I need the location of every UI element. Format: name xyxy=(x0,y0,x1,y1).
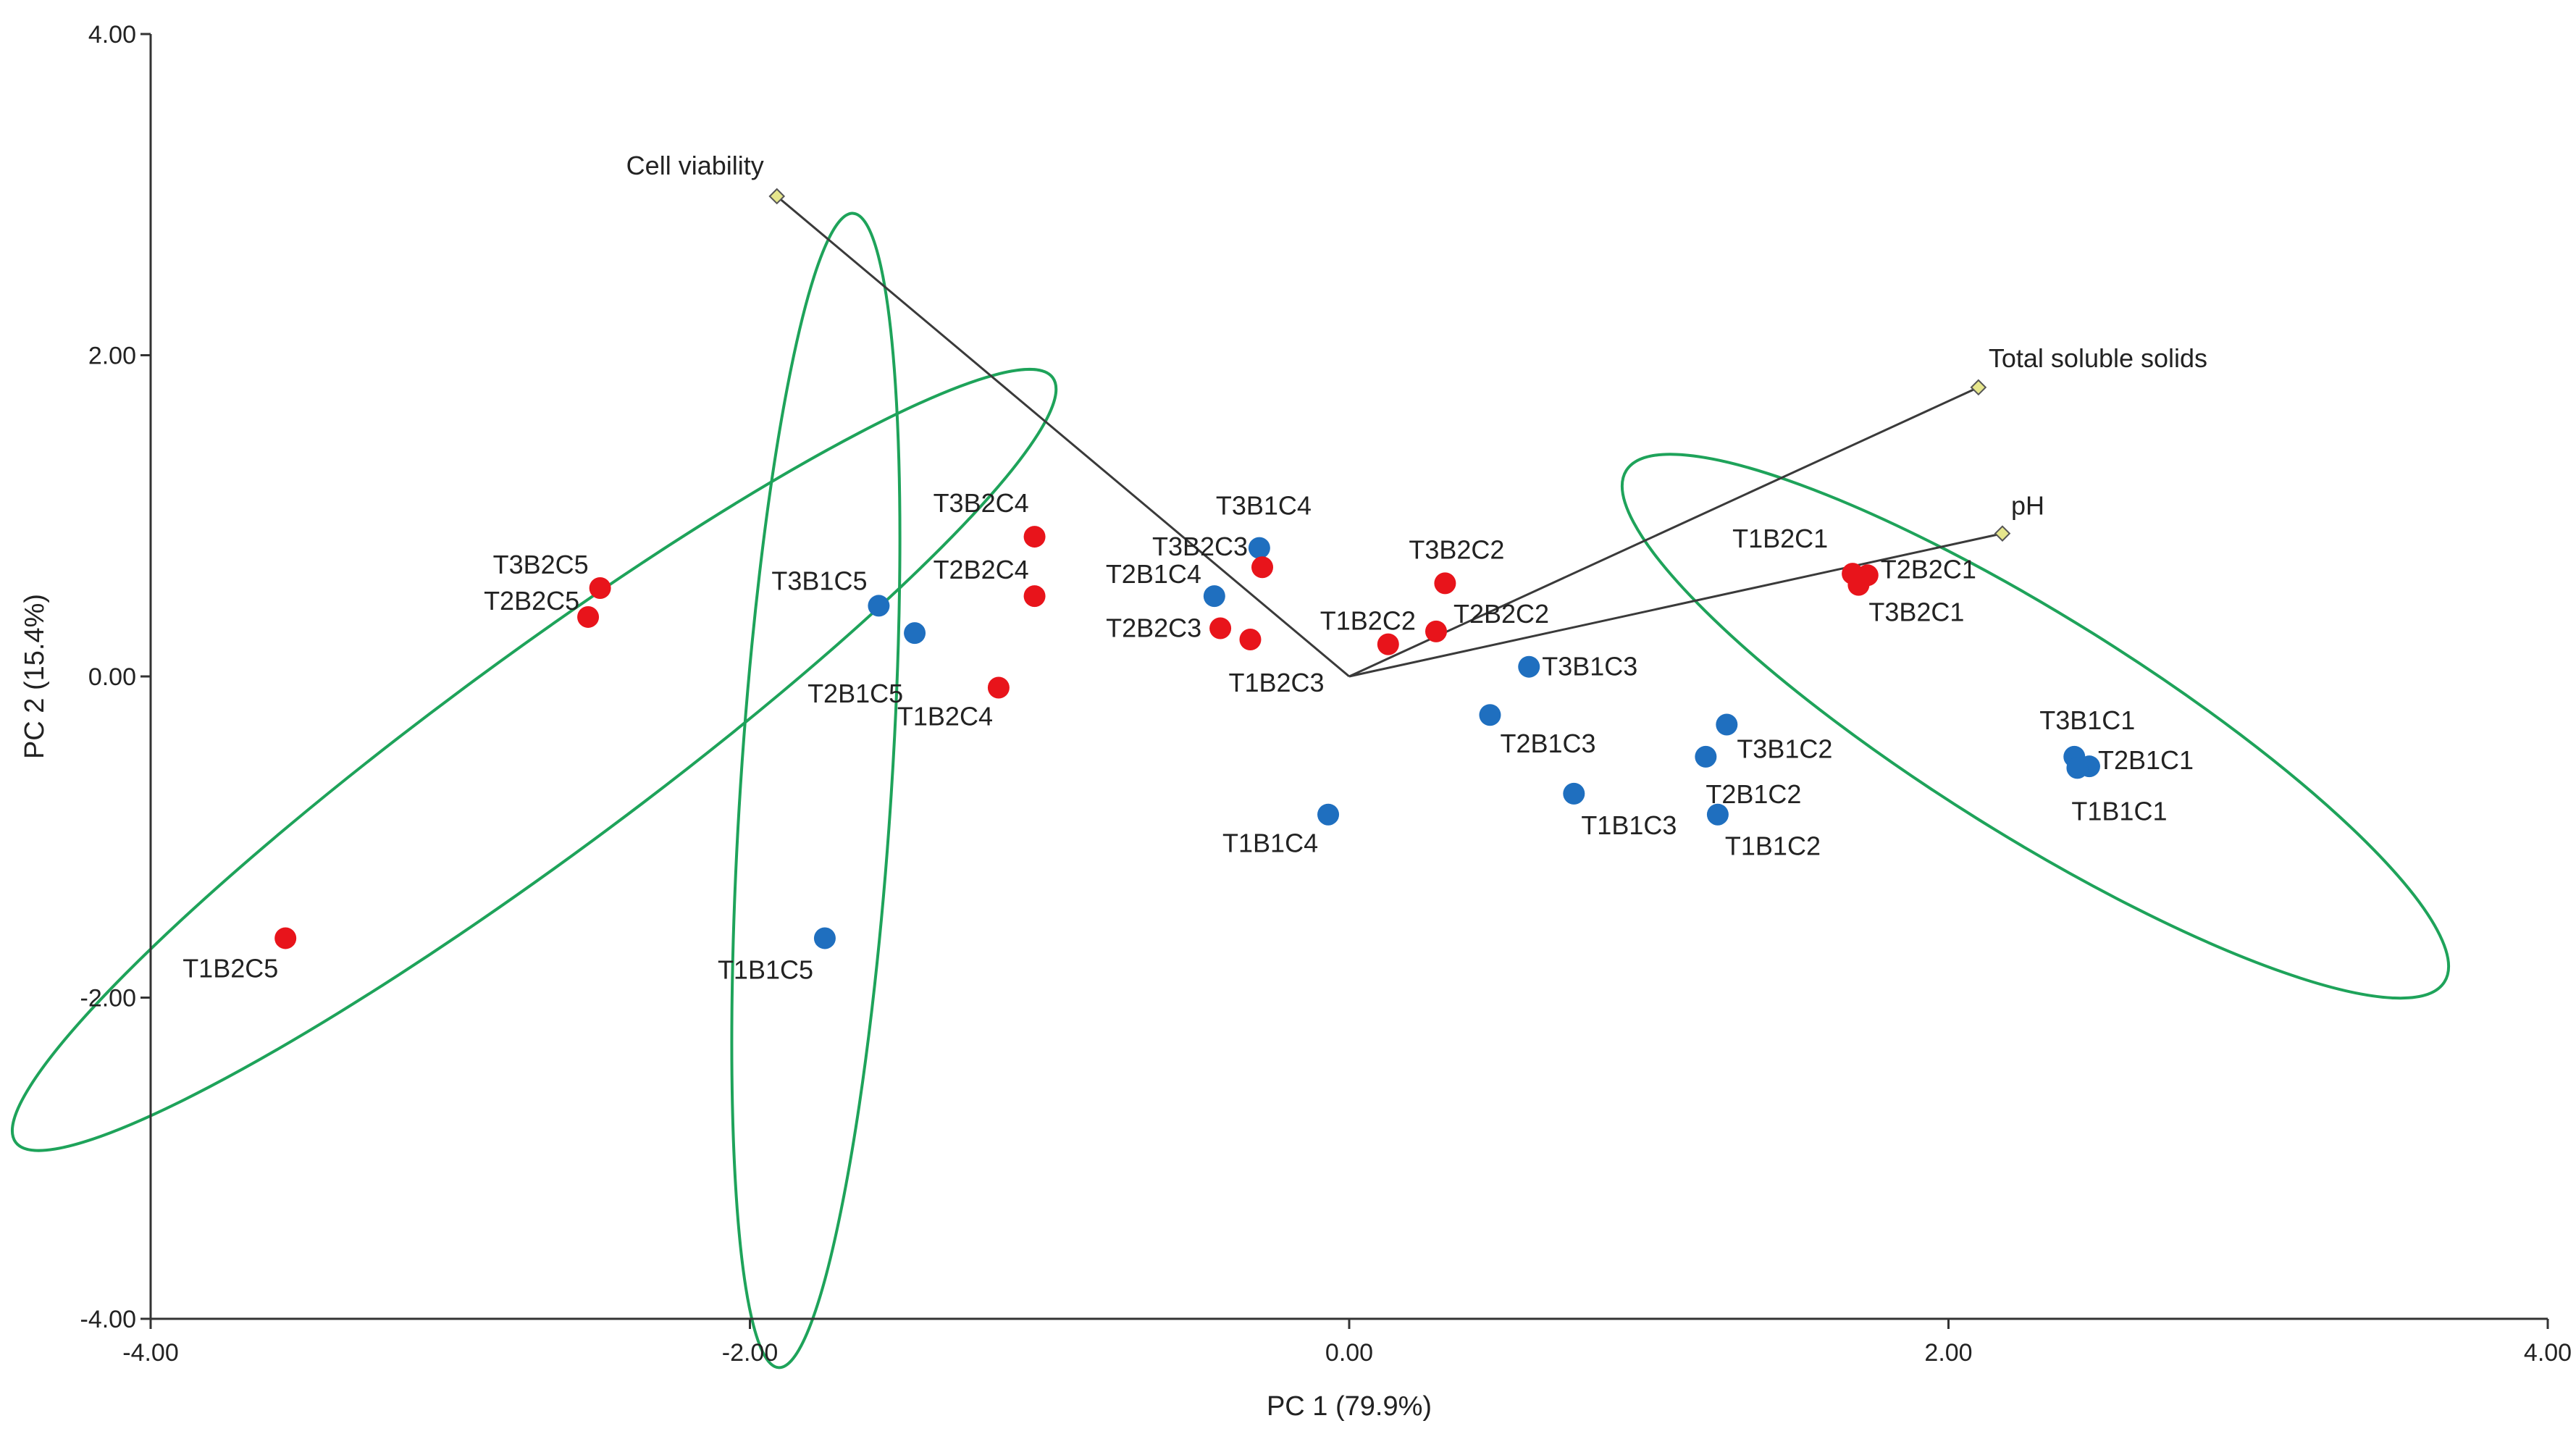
point-t2b1c5 xyxy=(904,622,926,645)
vector-tip-ph xyxy=(1994,525,2011,542)
point-label-t1b1c4: T1B1C4 xyxy=(1222,829,1318,858)
loading-vectors: Cell viability Total soluble solids pH xyxy=(626,151,2207,678)
point-t1b1c5 xyxy=(813,927,836,949)
point-t3b2c2 xyxy=(1434,572,1456,595)
point-label-t1b1c5: T1B1C5 xyxy=(718,955,813,984)
point-t1b2c4 xyxy=(987,676,1010,699)
group-ellipse-layer xyxy=(10,211,2451,1370)
vector-tip-cell-viability xyxy=(768,188,786,205)
point-t2b2c5 xyxy=(577,605,600,628)
point-t3b1c3 xyxy=(1518,655,1540,678)
vector-label-ph: pH xyxy=(2011,491,2044,521)
point-t1b1c2 xyxy=(1706,803,1729,826)
point-t1b2c5 xyxy=(274,927,297,949)
point-label-t1b1c2: T1B1C2 xyxy=(1725,831,1821,861)
group-ellipse-1 xyxy=(10,367,1058,1152)
point-label-t2b2c2: T2B2C2 xyxy=(1453,599,1549,629)
point-label-t3b2c2: T3B2C2 xyxy=(1409,534,1504,564)
point-t2b1c3 xyxy=(1479,704,1501,726)
x-tick-label: 4.00 xyxy=(2524,1339,2572,1367)
point-t3b1c4 xyxy=(1248,537,1270,559)
vector-tip-total-soluble-solids xyxy=(1970,379,1987,396)
y-tick-label: -4.00 xyxy=(80,1306,137,1333)
x-tick-label: 2.00 xyxy=(1924,1339,1972,1367)
point-t2b2c3 xyxy=(1209,617,1232,639)
point-t1b2c3 xyxy=(1239,628,1262,650)
vector-line-cell-viability xyxy=(776,195,1350,678)
point-t1b2c2 xyxy=(1377,633,1399,655)
point-label-t2b1c3: T2B1C3 xyxy=(1500,729,1595,758)
group-ellipse-2 xyxy=(730,211,902,1370)
group-ellipse-3 xyxy=(1620,453,2451,1000)
point-label-t2b2c5: T2B2C5 xyxy=(484,586,579,616)
point-t3b2c4 xyxy=(1023,526,1046,548)
point-label-t2b2c3: T2B2C3 xyxy=(1106,613,1201,642)
y-axis-title: PC 2 (15.4%) xyxy=(20,594,50,759)
point-label-t1b1c1: T1B1C1 xyxy=(2071,796,2167,826)
x-tick-label: -4.00 xyxy=(122,1339,179,1367)
vector-label-cell-viability: Cell viability xyxy=(626,151,764,180)
point-t3b2c5 xyxy=(589,577,611,600)
point-labels: T3B1C4 T2B1C4 T3B1C5 T2B1C5 T1B1C5 T1B1C4 T3B1… xyxy=(182,488,2194,984)
point-label-t2b2c1: T2B2C1 xyxy=(1881,554,1976,584)
y-tick-label: 4.00 xyxy=(88,21,136,49)
point-t1b1c4 xyxy=(1317,803,1340,826)
y-tick-label: 2.00 xyxy=(88,343,136,370)
point-label-t3b2c4: T3B2C4 xyxy=(934,488,1029,518)
x-axis-title: PC 1 (79.9%) xyxy=(1267,1391,1432,1422)
point-label-t3b1c2: T3B1C2 xyxy=(1737,734,1832,764)
point-label-t3b2c1: T3B2C1 xyxy=(1868,597,1964,627)
point-t3b1c2 xyxy=(1716,713,1738,736)
point-t3b1c5 xyxy=(868,595,890,617)
y-tick-label: 0.00 xyxy=(88,663,136,691)
tick-layer: -4.00 -2.00 0.00 2.00 4.00 -4.00 -2.00 0.00 2.00… xyxy=(80,21,2572,1367)
point-label-t2b1c1: T2B1C1 xyxy=(2098,745,2194,775)
vector-line-total-soluble-solids xyxy=(1348,386,1979,678)
point-label-t1b2c2: T1B2C2 xyxy=(1320,606,1416,636)
vector-label-total-soluble-solids: Total soluble solids xyxy=(1989,343,2207,373)
point-label-t2b1c2: T2B1C2 xyxy=(1706,779,1801,809)
point-label-t1b2c4: T1B2C4 xyxy=(897,702,993,731)
vector-line-ph xyxy=(1348,532,2003,678)
point-t2b1c2 xyxy=(1695,745,1717,768)
point-label-t2b1c5: T2B1C5 xyxy=(807,679,903,708)
point-label-t1b2c5: T1B2C5 xyxy=(182,953,278,983)
point-label-t3b2c5: T3B2C5 xyxy=(493,550,589,579)
x-tick-label: -2.00 xyxy=(722,1339,779,1367)
score-points xyxy=(274,526,2100,949)
y-tick-label: -2.00 xyxy=(80,985,137,1012)
point-label-t1b1c3: T1B1C3 xyxy=(1581,810,1677,840)
point-t3b2c3 xyxy=(1251,556,1274,579)
point-t2b2c2 xyxy=(1425,620,1447,642)
point-label-t1b2c1: T1B2C1 xyxy=(1732,524,1828,553)
point-label-t2b1c4: T2B1C4 xyxy=(1106,559,1201,589)
point-t1b1c3 xyxy=(1563,782,1585,805)
point-t3b2c1 xyxy=(1847,574,1870,596)
point-t2b2c4 xyxy=(1023,585,1046,608)
point-t2b1c4 xyxy=(1203,585,1225,608)
point-t1b1c1 xyxy=(2066,757,2089,779)
point-label-t3b1c3: T3B1C3 xyxy=(1542,652,1637,681)
point-label-t3b1c1: T3B1C1 xyxy=(2039,705,2135,735)
point-label-t3b2c3: T3B2C3 xyxy=(1152,532,1248,561)
point-label-t2b2c4: T2B2C4 xyxy=(934,555,1029,584)
point-label-t1b2c3: T1B2C3 xyxy=(1228,668,1324,697)
x-tick-label: 0.00 xyxy=(1325,1339,1373,1367)
point-label-t3b1c5: T3B1C5 xyxy=(771,566,867,595)
point-label-t3b1c4: T3B1C4 xyxy=(1216,491,1312,521)
